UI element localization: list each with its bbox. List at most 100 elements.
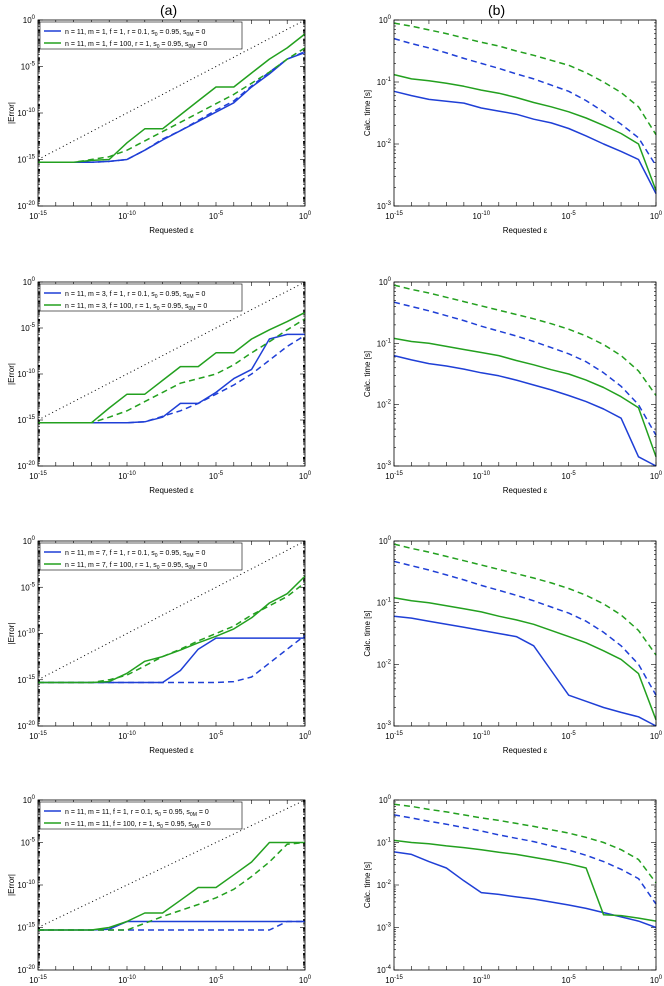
- column-title-a: (a): [160, 2, 178, 18]
- legend: n = 11, m = 11, f = 1, r = 0.1, s0 = 0.9…: [39, 801, 243, 830]
- chart-time-m11: 10-1510-1010-510010010-110-210-310-4Requ…: [363, 795, 663, 985]
- y-tick-label: 10-15: [17, 923, 35, 933]
- series-blue-solid: [38, 51, 306, 164]
- x-axis-label: Requested ε: [149, 226, 194, 235]
- y-tick-label: 100: [379, 536, 392, 546]
- x-tick-label: 10-5: [209, 975, 224, 985]
- y-tick-label: 10-2: [377, 400, 392, 410]
- x-tick-label: 10-10: [118, 975, 136, 985]
- legend-label-green: n = 11, m = 11, f = 100, r = 1, s0 = 0.9…: [65, 821, 211, 830]
- y-tick-label: 10-3: [377, 721, 392, 731]
- series-blue-dashed: [393, 560, 657, 696]
- y-tick-label: 10-3: [377, 201, 392, 211]
- x-axis-label: Requested ε: [149, 746, 194, 755]
- legend-box: [39, 542, 243, 571]
- legend: n = 11, m = 1, f = 1, r = 0.1, s0 = 0.95…: [39, 21, 243, 50]
- series-blue-dashed: [38, 634, 306, 684]
- x-tick-label: 100: [650, 211, 663, 221]
- y-axis-label: Calc. time [s]: [363, 90, 372, 136]
- x-tick-label: 10-10: [118, 731, 136, 741]
- series-green-solid: [38, 33, 306, 164]
- x-tick-label: 10-15: [385, 211, 403, 221]
- y-tick-label: 10-5: [21, 582, 36, 592]
- x-tick-label: 10-15: [385, 731, 403, 741]
- column-title-b: (b): [488, 2, 506, 18]
- y-tick-label: 10-15: [17, 415, 35, 425]
- plot-frame: [37, 281, 306, 467]
- series-blue-solid: [393, 90, 657, 194]
- chart-error-m11: 10-1510-1010-510010010-510-1010-1510-20R…: [7, 795, 312, 985]
- series-green-dashed: [38, 841, 306, 931]
- x-tick-label: 10-5: [562, 211, 577, 221]
- y-tick-label: 10-20: [17, 721, 35, 731]
- axis-ticks: [393, 540, 657, 727]
- chart-time-m3: 10-15 10-10 10-5 100 100 10-1 10-2 10-3 Requeste…: [363, 277, 663, 495]
- y-tick-label: 10-20: [17, 461, 35, 471]
- legend-label-blue: n = 11, m = 3, f = 1, r = 0.1, s0 = 0.95…: [65, 291, 205, 300]
- series-blue-solid: [38, 920, 305, 931]
- y-tick-label: 10-10: [17, 108, 35, 118]
- legend-label-green: n = 11, m = 7, f = 100, r = 1, s0 = 0.95…: [65, 562, 207, 571]
- y-tick-label: 100: [379, 795, 392, 805]
- x-tick-label: 10-10: [473, 731, 491, 741]
- series-green-solid: [393, 337, 657, 458]
- series-blue-solid: [38, 333, 305, 424]
- chart-time-m1: 10-15 10-10 10-5 100 100 10-1 10-2 10-3 Requeste…: [363, 15, 663, 235]
- y-tick-label: 10-2: [377, 139, 392, 149]
- y-axis-label: |Error|: [7, 363, 16, 385]
- plot-frame: [37, 19, 306, 207]
- y-tick-label: 100: [23, 795, 36, 805]
- x-tick-label: 10-5: [209, 731, 224, 741]
- plot-frame: [37, 540, 306, 727]
- series-green-dashed: [393, 543, 657, 656]
- y-axis-label: Calc. time [s]: [363, 862, 372, 908]
- series-green-dashed: [38, 318, 306, 424]
- y-tick-label: 10-15: [17, 675, 35, 685]
- chart-error-m1: 10-15 10-10 10-5 10010010-510-1010-1510-20R…: [7, 15, 312, 235]
- x-axis-label: Requested ε: [149, 486, 194, 495]
- y-tick-label: 10-10: [17, 369, 35, 379]
- chart-error-m7: 10-15 10-10 10-5 10010010-510-1010-1510-20R…: [7, 536, 312, 755]
- series-blue-solid: [393, 615, 657, 727]
- y-axis-label: |Error|: [7, 623, 16, 645]
- series-blue-solid: [393, 851, 657, 929]
- x-tick-label: 10-15: [29, 731, 47, 741]
- x-tick-label: 100: [299, 731, 312, 741]
- series-blue-dashed: [38, 920, 305, 931]
- legend-label-blue: n = 11, m = 7, f = 1, r = 0.1, s0 = 0.95…: [65, 550, 205, 559]
- y-tick-label: 10-1: [377, 77, 392, 87]
- plot-frame: [393, 540, 657, 727]
- series-blue-solid: [38, 637, 305, 684]
- x-axis-label: Requested ε: [503, 746, 548, 755]
- legend: n = 11, m = 3, f = 1, r = 0.1, s0 = 0.95…: [39, 283, 243, 312]
- plot-frame: [393, 19, 657, 207]
- y-tick-label: 100: [379, 15, 392, 25]
- series-blue-solid: [393, 354, 657, 467]
- y-tick-label: 10-5: [21, 323, 36, 333]
- x-tick-label: 10-10: [473, 471, 491, 481]
- series-green-solid: [393, 73, 657, 191]
- x-tick-label: 100: [299, 471, 312, 481]
- x-tick-label: 10-10: [473, 975, 491, 985]
- x-axis-label: Requested ε: [503, 486, 548, 495]
- series-blue-dashed: [38, 50, 306, 164]
- legend-box: [39, 21, 243, 50]
- y-tick-label: 100: [23, 277, 36, 287]
- legend-box: [39, 801, 243, 830]
- series-green-solid: [393, 839, 657, 922]
- chart-error-m3: 10-15 10-10 10-5 10010010-510-1010-1510-20R…: [7, 277, 312, 495]
- axis-ticks: [393, 281, 657, 467]
- y-axis-label: Calc. time [s]: [363, 351, 372, 397]
- y-tick-label: 10-15: [17, 155, 35, 165]
- y-tick-label: 100: [23, 536, 36, 546]
- legend-label-green: n = 11, m = 3, f = 100, r = 1, s0 = 0.95…: [65, 303, 207, 312]
- series-green-dashed: [38, 47, 306, 164]
- y-tick-label: 10-2: [377, 659, 392, 669]
- y-axis-label: |Error|: [7, 874, 16, 896]
- x-tick-label: 10-10: [118, 471, 136, 481]
- x-tick-label: 100: [650, 471, 663, 481]
- legend: n = 11, m = 7, f = 1, r = 0.1, s0 = 0.95…: [39, 542, 243, 571]
- legend-label-blue: n = 11, m = 11, f = 1, r = 0.1, s0 = 0.9…: [65, 809, 209, 818]
- x-tick-label: 100: [299, 975, 312, 985]
- x-tick-label: 10-10: [118, 211, 136, 221]
